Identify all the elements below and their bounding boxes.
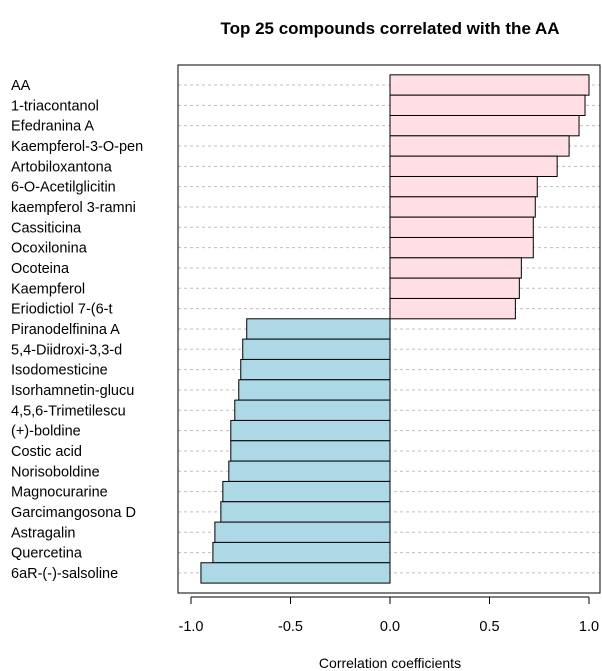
category-label: 4,5,6-Trimetilescu [11, 403, 126, 419]
category-labels: AA 1-triacontanol Efedranina A Kaempferol-3… [11, 78, 143, 582]
x-tick-label: 0.5 [479, 619, 499, 635]
bars [200, 74, 590, 584]
bar [389, 297, 516, 320]
category-label: Efedranina A [11, 119, 94, 135]
x-tick-label: -1.0 [179, 619, 204, 635]
category-label: Kaempferol [11, 281, 85, 297]
category-label: 6aR-(-)-salsoline [11, 566, 118, 582]
category-label: 5,4-Diidroxi-3,3-d [11, 342, 122, 358]
category-label: Ocoteina [11, 261, 70, 277]
bar [238, 379, 391, 401]
bar [220, 501, 391, 523]
bar [230, 419, 391, 442]
bar [214, 521, 391, 543]
bar [389, 277, 520, 299]
bar [389, 74, 590, 96]
category-label: Magnocurarine [11, 485, 108, 501]
category-label: Costic acid [11, 444, 82, 460]
x-tick-label: -0.5 [278, 619, 303, 635]
chart-title: Top 25 compounds correlated with the AA [220, 19, 559, 38]
bar [389, 216, 534, 238]
bar [240, 358, 391, 381]
bar [389, 236, 534, 259]
bar [389, 94, 586, 116]
category-label: AA [11, 78, 31, 94]
bar [242, 338, 391, 360]
bar [200, 562, 391, 584]
bar [246, 318, 391, 340]
category-label: Ocoxilonina [11, 241, 88, 257]
bar [389, 175, 538, 198]
category-label: Piranodelfinina A [11, 322, 120, 338]
category-label: Isorhamnetin-glucu [11, 383, 134, 399]
category-label: Astragalin [11, 525, 75, 541]
category-label: (+)-boldine [11, 424, 81, 440]
x-tick-label: 1.0 [579, 619, 599, 635]
category-label: Norisoboldine [11, 464, 100, 480]
bar [389, 135, 570, 157]
x-tick-label: 0.0 [380, 619, 400, 635]
bar [212, 541, 391, 564]
category-label: Isodomesticine [11, 363, 108, 379]
bar [228, 460, 391, 482]
x-axis: -1.0 -0.5 0.0 0.5 1.0 [179, 596, 599, 635]
category-label: Artobiloxantona [11, 159, 113, 175]
category-label: 1-triacontanol [11, 98, 99, 114]
bar [230, 440, 391, 462]
category-label: Kaempferol-3-O-pen [11, 139, 143, 155]
bar [222, 480, 391, 503]
bar [389, 114, 580, 137]
category-label: Garcimangosona D [11, 505, 136, 521]
category-label: Eriodictiol 7-(6-t [11, 302, 113, 318]
category-label: kaempferol 3-ramni [11, 200, 136, 216]
bar [234, 399, 391, 421]
category-label: 6-O-Acetilglicitin [11, 180, 116, 196]
plot-frame [177, 64, 601, 594]
category-label: Cassiticina [11, 220, 82, 236]
category-label: Quercetina [11, 546, 83, 562]
bar [389, 257, 522, 279]
bar [389, 196, 536, 218]
bar [389, 155, 558, 177]
x-axis-title: Correlation coefficients [319, 655, 461, 671]
